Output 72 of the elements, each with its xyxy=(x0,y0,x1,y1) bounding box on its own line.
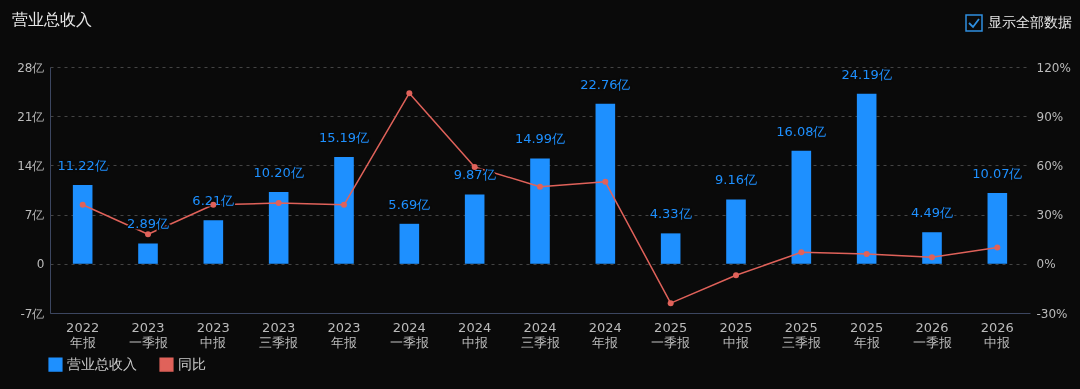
bar xyxy=(464,194,485,264)
x-tick-label: 2023 三季报 xyxy=(259,319,299,350)
point xyxy=(994,244,1001,251)
data-label: 4.33亿 xyxy=(649,206,692,222)
x-tick-label: 2025 中报 xyxy=(719,319,753,350)
point xyxy=(733,272,739,279)
x-tick-label: 2026 中报 xyxy=(980,319,1014,350)
data-label: 4.49亿 xyxy=(911,205,953,221)
bar xyxy=(726,199,746,264)
x-tick-label: 2023 一季报 xyxy=(128,319,168,350)
bar xyxy=(987,193,1008,264)
data-label: 9.16亿 xyxy=(715,172,757,188)
data-label: 10.20亿 xyxy=(253,165,304,181)
data-label: 11.22亿 xyxy=(57,157,108,173)
data-label: 24.19亿 xyxy=(841,66,892,82)
x-tick-label: 2024 三季报 xyxy=(520,319,560,350)
bar xyxy=(922,232,942,264)
point xyxy=(406,90,413,97)
text: 显示全部数据 xyxy=(988,14,1072,32)
y2-tick-label: 0% xyxy=(1036,257,1056,272)
point xyxy=(602,178,609,185)
point xyxy=(667,300,674,307)
y-tick-label: -7亿 xyxy=(20,306,45,321)
data-label: 22.76亿 xyxy=(580,76,631,92)
bar xyxy=(791,150,812,264)
x-tick-label: 2024 一季报 xyxy=(389,319,429,350)
x-tick-label: 2025 年报 xyxy=(850,319,884,350)
bar xyxy=(530,158,550,264)
data-label: 16.08亿 xyxy=(776,123,827,139)
y2-tick-label: -30% xyxy=(1036,306,1068,321)
data-label: 14.99亿 xyxy=(514,131,566,147)
y2-tick-label: 120% xyxy=(1036,60,1071,75)
y-tick-label: 7亿 xyxy=(24,208,45,223)
point xyxy=(863,250,870,257)
point xyxy=(537,183,543,190)
y-tick-label: 21亿 xyxy=(17,109,45,124)
y-tick-label: 0 xyxy=(36,257,45,272)
x-tick-label: 2024 年报 xyxy=(588,319,622,350)
x-tick-label: 2023 中报 xyxy=(196,319,230,350)
bar xyxy=(72,184,93,264)
y2-tick-label: 30% xyxy=(1036,208,1064,223)
bar xyxy=(268,192,289,264)
x-tick-label: 2024 中报 xyxy=(458,319,492,350)
y2-tick-label: 60% xyxy=(1036,158,1064,173)
bar xyxy=(138,243,158,264)
point xyxy=(929,254,935,261)
x-tick-label: 2026 一季报 xyxy=(912,319,952,350)
data-label: 5.69亿 xyxy=(388,196,431,212)
y-tick-label: 14亿 xyxy=(17,158,45,173)
bar xyxy=(595,103,616,264)
point xyxy=(275,200,282,207)
data-label: 9.87亿 xyxy=(453,167,496,183)
bar xyxy=(203,220,224,264)
legend-label: 同比 xyxy=(178,355,206,372)
x-tick-label: 2023 年报 xyxy=(327,319,361,350)
y2-tick-label: 90% xyxy=(1036,109,1064,124)
point xyxy=(798,249,805,256)
bar xyxy=(856,93,877,264)
point xyxy=(145,231,151,238)
bar xyxy=(660,233,681,264)
x-tick-label: 2025 一季报 xyxy=(651,319,691,350)
y-tick-label: 28亿 xyxy=(17,60,45,75)
point xyxy=(341,201,347,208)
legend-label: 营业总收入 xyxy=(67,355,137,372)
x-tick-label: 2022 年报 xyxy=(66,319,100,350)
chart-title: 营业总收入 xyxy=(12,10,92,29)
bar xyxy=(334,157,354,264)
bar xyxy=(399,223,420,264)
data-label: 10.07亿 xyxy=(972,166,1023,182)
point xyxy=(79,201,86,208)
data-label: 15.19亿 xyxy=(318,130,370,146)
x-tick-label: 2025 三季报 xyxy=(781,319,821,350)
